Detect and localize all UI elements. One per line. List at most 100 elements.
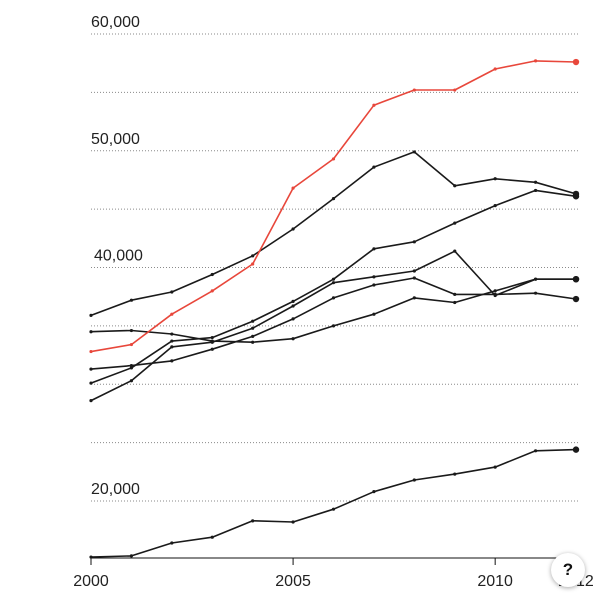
data-point [331,197,336,201]
series-7 [89,446,580,559]
data-point [251,254,255,258]
data-point [572,295,580,303]
series-line [90,60,577,353]
data-point [412,478,416,482]
data-point [372,247,376,251]
data-point [493,465,497,469]
data-point [129,366,134,370]
data-point [210,272,214,277]
data-point [291,317,295,321]
data-point [412,269,416,273]
data-point [493,204,497,208]
series-3 [89,188,580,385]
data-point [453,184,457,188]
data-point [372,275,376,279]
y-tick-label: 20,000 [91,481,140,498]
data-point [533,59,538,63]
data-point [291,227,295,231]
data-point [533,449,538,453]
data-point [251,334,255,338]
data-point [129,328,134,333]
data-point [251,340,255,344]
data-point [493,289,497,293]
data-point [170,312,174,316]
data-point [89,398,93,403]
data-point [210,335,214,340]
data-point [533,291,538,295]
data-point [572,275,580,283]
data-point [372,490,376,494]
data-point [170,345,174,349]
data-point [291,299,295,303]
data-point [453,221,457,225]
data-point [170,541,174,545]
data-point [453,292,457,296]
data-point [251,319,255,323]
data-point [453,300,457,305]
data-point [331,277,336,281]
y-tick-label: 60,000 [91,14,140,31]
data-point [372,103,376,107]
y-tick-label: 50,000 [91,131,140,148]
data-point [129,379,134,383]
data-point [331,281,336,285]
data-point [251,262,255,266]
data-point [89,381,93,385]
data-point [89,330,93,334]
data-point [210,535,214,539]
series-lines [89,58,580,559]
data-point [210,340,214,344]
data-point [372,283,376,287]
data-point [453,472,457,476]
data-point [331,507,336,511]
data-point [331,296,336,300]
series-line [90,278,576,343]
data-point [291,304,295,308]
series-6 [89,249,580,403]
data-point [331,324,336,328]
series-1 [89,58,580,354]
data-point [572,58,580,66]
help-button-label: ? [562,560,574,579]
data-point [210,289,214,293]
data-point [453,88,457,92]
data-point [412,276,416,280]
data-point [493,67,497,71]
data-point [251,326,255,330]
data-point [493,177,497,181]
data-point [251,519,255,523]
y-axis-labels: 60,000 50,000 40,000 20,000 [91,14,143,498]
data-point [170,359,174,363]
series-line [90,448,577,558]
data-point [129,554,134,558]
data-point [129,342,134,347]
data-point [89,367,93,371]
data-point [372,312,376,316]
data-point [533,188,538,193]
x-tick-label: 2000 [73,573,109,590]
data-point [453,249,457,253]
data-point [129,298,134,302]
series-4 [89,275,580,344]
x-tick-label: 2010 [477,573,513,590]
data-point [291,337,295,341]
data-point [210,347,214,351]
data-point [170,339,174,343]
data-point [412,240,416,244]
data-point [412,88,416,92]
data-point [493,293,497,298]
series-line [90,151,577,317]
data-point [89,313,93,317]
data-point [170,332,174,336]
data-point [331,157,336,161]
data-point [412,296,416,300]
x-tick-label: 2005 [275,573,311,590]
data-point [89,349,93,354]
data-point [291,186,295,190]
data-point [129,363,134,368]
data-point [572,446,580,453]
data-point [533,180,538,184]
data-point [291,520,295,524]
help-button[interactable]: ? [551,553,585,587]
